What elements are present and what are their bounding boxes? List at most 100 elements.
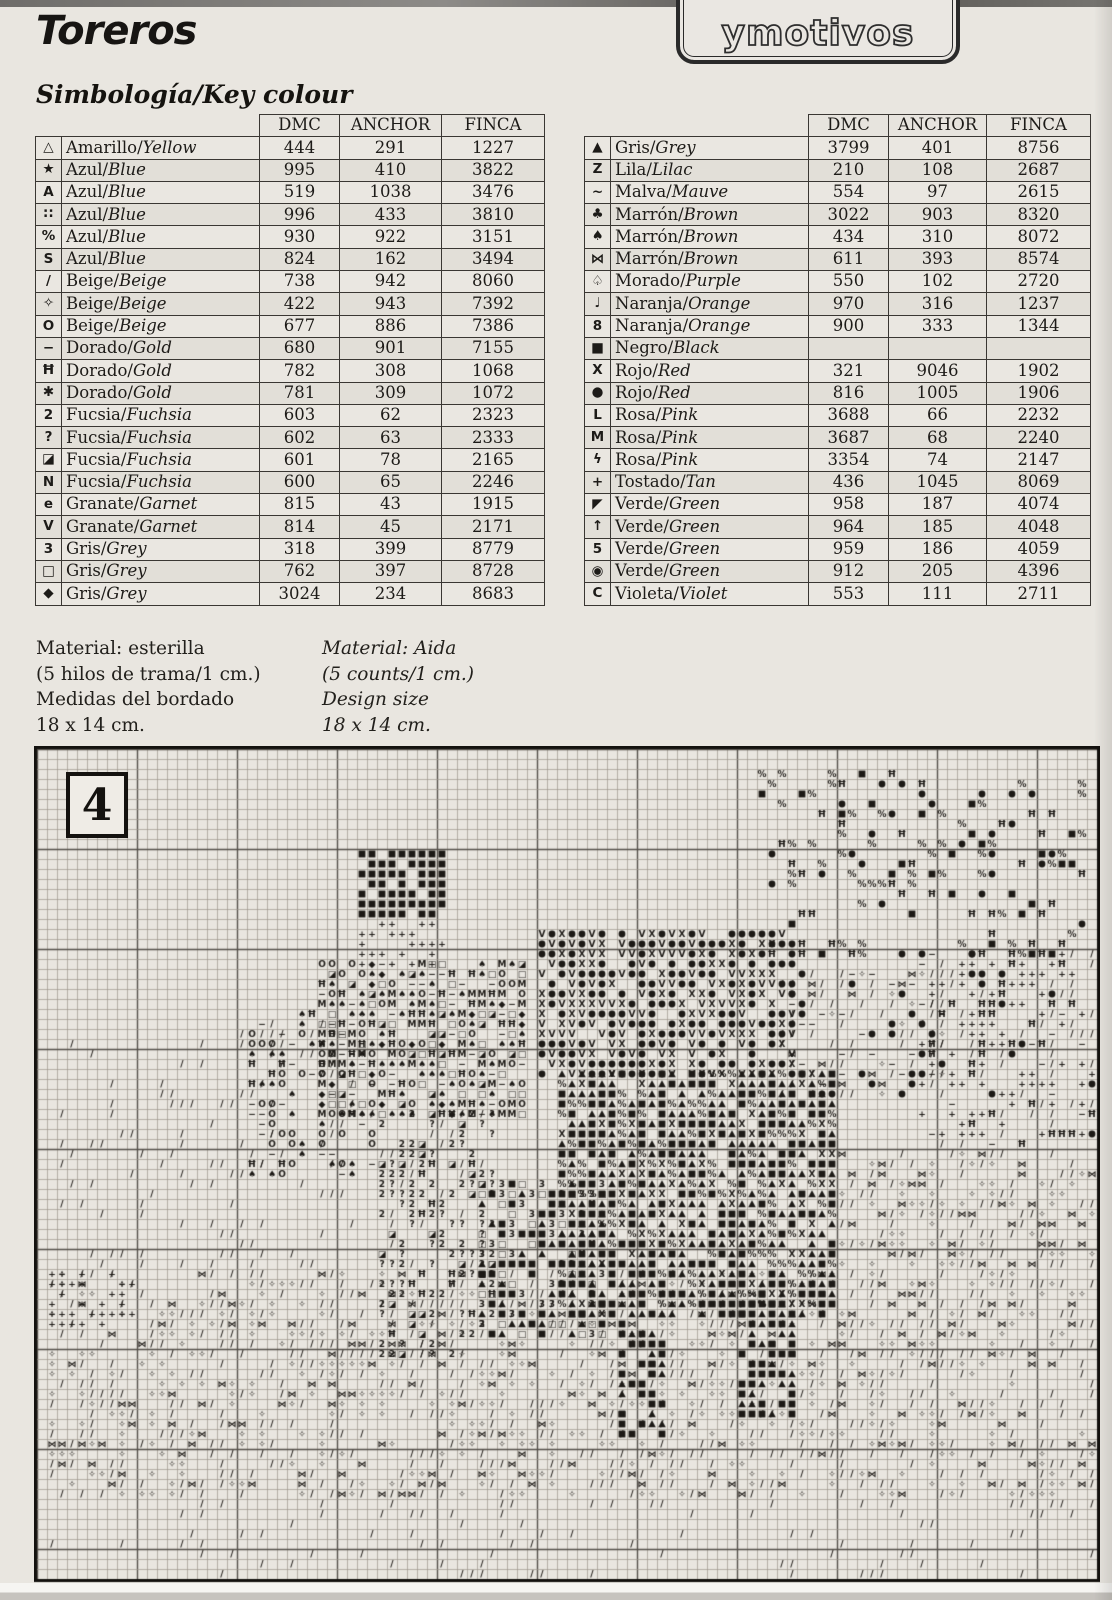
key-row: ■ Negro/Black bbox=[584, 336, 1091, 361]
stitch-symbol: − bbox=[35, 336, 62, 361]
dmc-code: 762 bbox=[259, 559, 340, 584]
finca-code: 1902 bbox=[986, 359, 1091, 383]
finca-code: 2720 bbox=[986, 270, 1091, 294]
key-row: ◉ Verde/Green 912 205 4396 bbox=[584, 559, 1091, 584]
column-header-dmc: DMC bbox=[259, 113, 340, 138]
stitch-symbol: ★ bbox=[35, 158, 62, 182]
colour-name: Dorado/Gold bbox=[61, 381, 260, 405]
anchor-code bbox=[888, 336, 987, 361]
finca-code: 3476 bbox=[441, 180, 545, 205]
colour-name: Granate/Garnet bbox=[61, 515, 260, 539]
key-row: ⋈ Marrón/Brown 611 393 8574 bbox=[584, 247, 1091, 272]
key-row: 5 Verde/Green 959 186 4059 bbox=[584, 537, 1091, 561]
finca-code: 8756 bbox=[986, 136, 1091, 160]
stitch-symbol: O bbox=[35, 314, 62, 338]
dmc-code: 603 bbox=[259, 403, 340, 428]
material-line: Material: esterilla bbox=[36, 638, 205, 659]
finca-code: 3810 bbox=[441, 203, 545, 227]
colour-name: Fucsia/Fuchsia bbox=[61, 470, 260, 495]
finca-code: 2232 bbox=[986, 403, 1091, 428]
key-row: □ Gris/Grey 762 397 8728 bbox=[35, 559, 545, 584]
blank-header-cell bbox=[585, 115, 809, 137]
dmc-code: 781 bbox=[259, 381, 340, 405]
key-row: M Rosa/Pink 3687 68 2240 bbox=[584, 426, 1091, 450]
colour-name: Azul/Blue bbox=[61, 203, 260, 227]
stitch-symbol: ◤ bbox=[584, 493, 611, 517]
key-row: S Azul/Blue 824 162 3494 bbox=[35, 247, 545, 272]
finca-code: 7392 bbox=[441, 292, 545, 316]
anchor-code: 66 bbox=[888, 403, 987, 428]
dmc-code: 970 bbox=[808, 292, 889, 316]
anchor-code: 903 bbox=[888, 203, 987, 227]
dmc-code: 958 bbox=[808, 493, 889, 517]
key-row: 8 Naranja/Orange 900 333 1344 bbox=[584, 314, 1091, 338]
colour-name: Rosa/Pink bbox=[610, 448, 809, 472]
stitch-symbol: ? bbox=[35, 426, 62, 450]
stitch-symbol: □ bbox=[35, 559, 62, 584]
anchor-code: 185 bbox=[888, 515, 987, 539]
colour-name: Verde/Green bbox=[610, 559, 809, 584]
anchor-code: 108 bbox=[888, 158, 987, 182]
dmc-code: 550 bbox=[808, 270, 889, 294]
key-row: / Beige/Beige 738 942 8060 bbox=[35, 270, 545, 294]
finca-code: 4048 bbox=[986, 515, 1091, 539]
colour-name: Rosa/Pink bbox=[610, 403, 809, 428]
dmc-code: 553 bbox=[808, 582, 889, 606]
colour-name: Beige/Beige bbox=[61, 314, 260, 338]
dmc-code: 210 bbox=[808, 158, 889, 182]
anchor-code: 68 bbox=[888, 426, 987, 450]
colour-name: Rojo/Red bbox=[610, 359, 809, 383]
key-row: V Granate/Garnet 814 45 2171 bbox=[35, 515, 545, 539]
column-header-dmc: DMC bbox=[808, 113, 889, 138]
colour-name: Verde/Green bbox=[610, 537, 809, 561]
colour-name: Verde/Green bbox=[610, 515, 809, 539]
dmc-code: 519 bbox=[259, 180, 340, 205]
key-row: % Azul/Blue 930 922 3151 bbox=[35, 225, 545, 249]
stitch-symbol: ◪ bbox=[35, 448, 62, 472]
anchor-code: 943 bbox=[339, 292, 442, 316]
colour-name: Malva/Mauve bbox=[610, 180, 809, 205]
anchor-code: 74 bbox=[888, 448, 987, 472]
stitch-symbol: 8 bbox=[584, 314, 611, 338]
colour-name: Fucsia/Fuchsia bbox=[61, 448, 260, 472]
colour-name: Naranja/Orange bbox=[610, 292, 809, 316]
dmc-code: 738 bbox=[259, 270, 340, 294]
colour-name: Granate/Garnet bbox=[61, 493, 260, 517]
colour-name: Azul/Blue bbox=[61, 180, 260, 205]
key-row: ∷ Azul/Blue 996 433 3810 bbox=[35, 203, 545, 227]
stitch-chart: 4 bbox=[34, 746, 1100, 1584]
anchor-code: 333 bbox=[888, 314, 987, 338]
material-line: Design size bbox=[322, 689, 429, 710]
chart-number-badge: 4 bbox=[66, 772, 128, 838]
finca-code: 1227 bbox=[441, 136, 545, 160]
colour-name: Morado/Purple bbox=[610, 270, 809, 294]
anchor-code: 43 bbox=[339, 493, 442, 517]
key-row: ϟ Rosa/Pink 3354 74 2147 bbox=[584, 448, 1091, 472]
key-row: ◤ Verde/Green 958 187 4074 bbox=[584, 493, 1091, 517]
dmc-code: 318 bbox=[259, 537, 340, 561]
anchor-code: 393 bbox=[888, 247, 987, 272]
finca-code: 8072 bbox=[986, 225, 1091, 249]
dmc-code: 444 bbox=[259, 136, 340, 160]
anchor-code: 62 bbox=[339, 403, 442, 428]
finca-code: 3494 bbox=[441, 247, 545, 272]
anchor-code: 187 bbox=[888, 493, 987, 517]
column-header-anchor: ANCHOR bbox=[888, 113, 987, 138]
key-row: 3 Gris/Grey 318 399 8779 bbox=[35, 537, 545, 561]
stitch-symbol: V bbox=[35, 515, 62, 539]
stitch-symbol: C bbox=[584, 582, 611, 606]
colour-name: Dorado/Gold bbox=[61, 336, 260, 361]
finca-code: 2333 bbox=[441, 426, 545, 450]
dmc-code: 782 bbox=[259, 359, 340, 383]
stitch-symbol: ▲ bbox=[584, 136, 611, 160]
stitch-symbol: ♩ bbox=[584, 292, 611, 316]
anchor-code: 1045 bbox=[888, 470, 987, 495]
anchor-code: 1038 bbox=[339, 180, 442, 205]
key-row: ◪ Fucsia/Fuchsia 601 78 2165 bbox=[35, 448, 545, 472]
finca-code: 3822 bbox=[441, 158, 545, 182]
key-table-header-row: DMC ANCHOR FINCA bbox=[585, 113, 1091, 138]
dmc-code: 321 bbox=[808, 359, 889, 383]
dmc-code: 995 bbox=[259, 158, 340, 182]
finca-code: 2687 bbox=[986, 158, 1091, 182]
